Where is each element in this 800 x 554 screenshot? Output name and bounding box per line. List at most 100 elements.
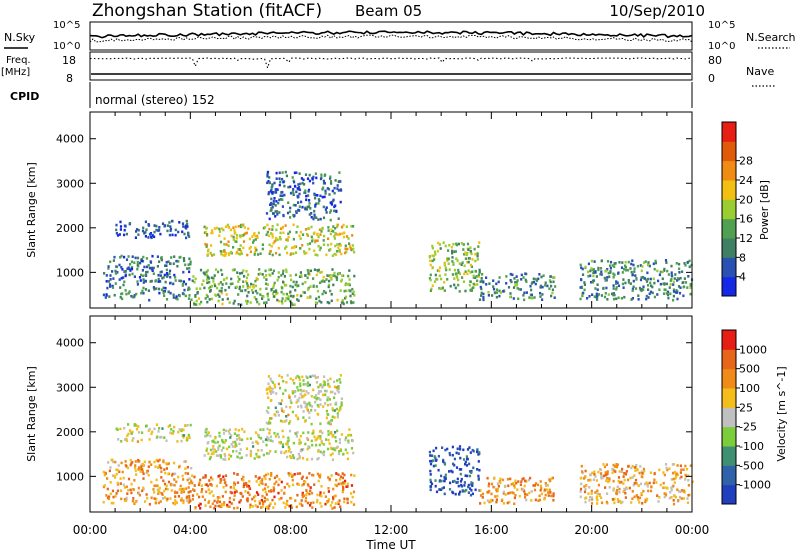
data-cell bbox=[216, 286, 219, 290]
data-cell bbox=[336, 389, 339, 392]
data-cell bbox=[235, 285, 238, 289]
data-cell bbox=[149, 280, 152, 283]
data-cell bbox=[134, 469, 137, 472]
data-cell bbox=[287, 297, 290, 301]
data-cell bbox=[249, 453, 252, 456]
data-cell bbox=[129, 488, 132, 492]
data-cell bbox=[432, 254, 435, 258]
data-cell bbox=[204, 483, 207, 486]
data-cell bbox=[169, 431, 172, 435]
data-cell bbox=[301, 244, 304, 247]
data-cell bbox=[470, 489, 473, 492]
data-cell bbox=[259, 480, 262, 484]
data-cell bbox=[517, 297, 520, 301]
data-cell bbox=[317, 268, 320, 272]
data-cell bbox=[120, 461, 123, 465]
data-cell bbox=[622, 490, 625, 493]
data-cell bbox=[120, 266, 123, 269]
data-cell bbox=[131, 272, 134, 276]
data-cell bbox=[194, 294, 197, 297]
data-cell bbox=[631, 497, 634, 500]
data-cell bbox=[524, 278, 527, 282]
data-cell bbox=[182, 292, 185, 296]
data-cell bbox=[553, 276, 556, 279]
data-cell bbox=[148, 427, 151, 431]
data-cell bbox=[231, 282, 234, 285]
data-cell bbox=[288, 474, 291, 477]
data-cell bbox=[268, 504, 271, 508]
data-cell bbox=[248, 486, 251, 490]
data-cell bbox=[246, 253, 249, 257]
data-cell bbox=[188, 270, 191, 274]
data-cell bbox=[600, 496, 603, 499]
data-cell bbox=[246, 300, 249, 303]
data-cell bbox=[185, 487, 188, 490]
data-cell bbox=[447, 257, 450, 261]
data-cell bbox=[293, 184, 297, 188]
data-cell bbox=[520, 480, 523, 483]
data-cell bbox=[119, 296, 122, 299]
data-cell bbox=[306, 276, 309, 280]
data-cell bbox=[258, 483, 261, 487]
data-cell bbox=[334, 502, 337, 505]
data-cell bbox=[672, 499, 675, 502]
data-cell bbox=[277, 491, 280, 495]
data-cell bbox=[275, 200, 278, 203]
data-cell bbox=[267, 298, 270, 301]
data-cell bbox=[118, 233, 121, 236]
data-cell bbox=[239, 289, 242, 293]
data-cell bbox=[158, 427, 161, 430]
data-cell bbox=[663, 473, 666, 477]
data-cell bbox=[481, 273, 484, 276]
data-cell bbox=[291, 474, 294, 477]
data-cell bbox=[210, 490, 213, 493]
data-cell bbox=[280, 376, 283, 379]
data-cell bbox=[652, 262, 655, 266]
data-cell bbox=[536, 483, 539, 487]
data-cell bbox=[431, 266, 434, 269]
data-cell bbox=[434, 484, 437, 488]
data-cell bbox=[346, 457, 349, 461]
data-cell bbox=[351, 292, 354, 295]
data-cell bbox=[278, 441, 281, 444]
data-cell bbox=[341, 274, 344, 277]
data-cell bbox=[302, 494, 306, 497]
data-cell bbox=[616, 485, 619, 489]
data-cell bbox=[259, 293, 262, 296]
data-cell bbox=[202, 279, 205, 283]
data-cell bbox=[298, 209, 301, 212]
data-cell bbox=[314, 394, 318, 397]
data-cell bbox=[247, 485, 251, 488]
data-cell bbox=[172, 501, 175, 505]
data-cell bbox=[442, 241, 445, 244]
data-cell bbox=[262, 295, 265, 298]
data-cell bbox=[612, 293, 615, 297]
data-cell bbox=[309, 489, 312, 493]
data-cell bbox=[293, 180, 296, 184]
data-cell bbox=[327, 490, 330, 493]
data-cell bbox=[673, 481, 676, 484]
data-cell bbox=[679, 464, 682, 468]
data-cell bbox=[108, 283, 112, 286]
data-cell bbox=[295, 210, 298, 213]
data-cell bbox=[530, 490, 533, 493]
data-cell bbox=[168, 269, 172, 273]
data-cell bbox=[314, 239, 317, 242]
data-cell bbox=[345, 485, 348, 488]
data-cell bbox=[289, 377, 292, 381]
data-cell bbox=[157, 277, 160, 281]
data-cell bbox=[309, 504, 312, 507]
data-cell bbox=[204, 434, 207, 438]
data-cell bbox=[221, 227, 224, 230]
data-cell bbox=[550, 477, 553, 481]
data-cell bbox=[333, 237, 336, 240]
data-cell bbox=[219, 240, 223, 244]
data-cell bbox=[312, 501, 315, 504]
data-cell bbox=[262, 453, 265, 457]
data-cell bbox=[602, 474, 605, 478]
data-cell bbox=[520, 273, 523, 277]
data-cell bbox=[286, 251, 289, 255]
data-cell bbox=[469, 451, 472, 454]
data-cell bbox=[134, 466, 137, 470]
data-cell bbox=[214, 441, 217, 445]
